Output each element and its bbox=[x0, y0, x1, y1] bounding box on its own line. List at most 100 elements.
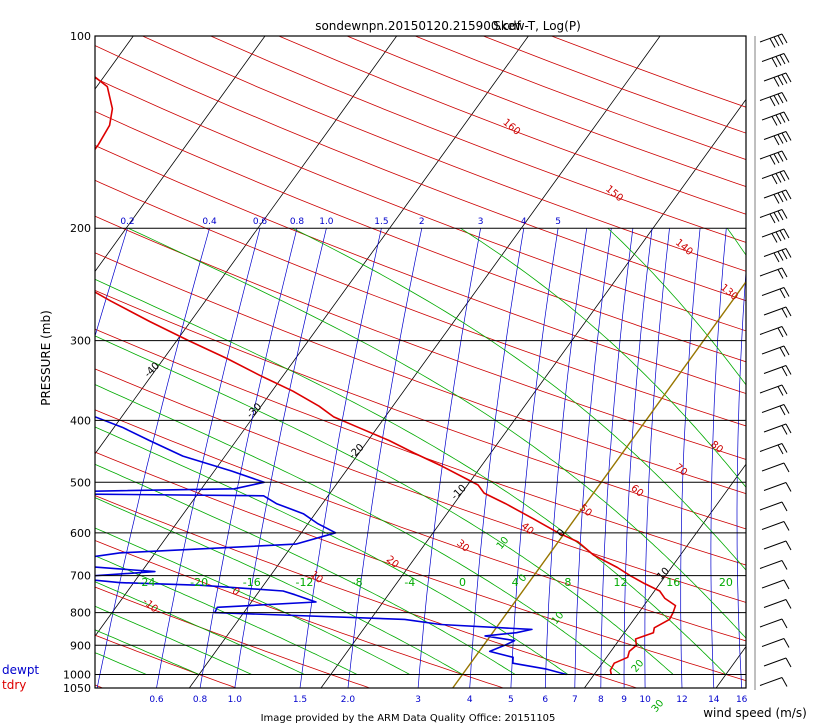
mixing-ratio-top-label: 1.0 bbox=[319, 217, 334, 227]
moist-adiabat-line bbox=[460, 227, 746, 488]
y-axis-label: PRESSURE (mb) bbox=[39, 310, 53, 406]
legend-tdry: tdry bbox=[2, 678, 26, 692]
dry-adiabat-label: 70 bbox=[672, 462, 689, 479]
wind-barb bbox=[761, 53, 790, 68]
dry-adiabat-line bbox=[95, 110, 746, 363]
mixing-ratio-bottom-label: 9 bbox=[621, 695, 627, 705]
dry-adiabat-label: 160 bbox=[500, 117, 522, 138]
temperature-tick-label: -8 bbox=[352, 576, 363, 589]
wind-barb bbox=[759, 677, 788, 687]
chart-title-type: Skew-T, Log(P) bbox=[493, 19, 581, 33]
dry-adiabat-label: 50 bbox=[577, 502, 594, 519]
wind-barb bbox=[759, 501, 788, 512]
temperature-tick-label: 8 bbox=[564, 576, 571, 589]
wind-barb bbox=[763, 248, 792, 263]
moist-adiabat-line bbox=[95, 581, 305, 675]
wind-barb bbox=[759, 326, 788, 338]
wind-barb bbox=[763, 72, 792, 87]
dry-adiabat-line bbox=[95, 495, 637, 688]
dry-adiabat-label: 60 bbox=[628, 483, 645, 500]
dry-adiabat-line bbox=[95, 145, 746, 394]
legend-dewpt: dewpt bbox=[2, 663, 39, 677]
dry-adiabat-line bbox=[95, 290, 746, 530]
wind-barb bbox=[761, 462, 790, 473]
wind-speed-label: wind speed (m/s) bbox=[703, 706, 807, 720]
pressure-tick-label: 200 bbox=[70, 222, 91, 235]
wind-barb bbox=[761, 579, 790, 590]
pressure-tick-label: 800 bbox=[70, 607, 91, 620]
pressure-tick-label: 900 bbox=[70, 639, 91, 652]
dry-adiabat-line bbox=[415, 36, 746, 160]
moist-adiabat-line bbox=[95, 629, 200, 675]
mixing-ratio-line bbox=[234, 228, 327, 688]
mixing-ratio-bottom-label: 4 bbox=[467, 695, 473, 705]
isotherm-line bbox=[95, 36, 529, 637]
moist-adiabat-line bbox=[95, 555, 358, 675]
mixing-ratio-line bbox=[347, 228, 423, 688]
mixing-ratio-bottom-label: 6 bbox=[542, 695, 548, 705]
dry-adiabat-line bbox=[95, 586, 370, 688]
wind-barb bbox=[759, 209, 788, 224]
mixing-ratio-line bbox=[574, 228, 612, 688]
dry-adiabat-line bbox=[483, 36, 746, 134]
pressure-tick-label: 500 bbox=[70, 476, 91, 489]
wind-barb bbox=[763, 657, 792, 668]
mixing-ratio-bottom-label: 1.5 bbox=[293, 695, 307, 705]
mixing-ratio-top-label: 2 bbox=[419, 217, 425, 227]
dewpt-profile-line bbox=[95, 415, 567, 676]
isotherm-line bbox=[715, 645, 746, 688]
dry-adiabat-label: 20 bbox=[384, 554, 401, 571]
dry-adiabat-label: 130 bbox=[718, 282, 740, 303]
footer-credit: Image provided by the ARM Data Quality O… bbox=[261, 713, 556, 724]
moist-adiabat-label: 0 bbox=[517, 572, 530, 584]
mixing-ratio-bottom-label: 10 bbox=[639, 695, 651, 705]
dry-adiabat-line bbox=[142, 36, 746, 272]
wind-barb bbox=[761, 111, 790, 126]
temperature-tick-label: -16 bbox=[243, 576, 261, 589]
isotherm-label: -40 bbox=[143, 361, 162, 380]
wind-barb bbox=[763, 306, 792, 318]
mixing-ratio-line bbox=[469, 228, 525, 688]
moist-adiabat-label: 10 bbox=[495, 535, 512, 552]
dry-adiabat-label: 30 bbox=[454, 538, 471, 555]
temperature-tick-label: 4 bbox=[512, 576, 519, 589]
isotherm-line bbox=[95, 36, 266, 273]
temperature-tick-label: -12 bbox=[295, 576, 313, 589]
isotherm-line bbox=[95, 36, 134, 90]
pressure-tick-label: 300 bbox=[70, 335, 91, 348]
mixing-ratio-line bbox=[96, 228, 210, 688]
moist-adiabat-label: 20 bbox=[630, 658, 647, 675]
mixing-ratio-top-label: 0.4 bbox=[202, 217, 217, 227]
wind-barb-column bbox=[754, 33, 792, 690]
temperature-tick-label: -20 bbox=[190, 576, 208, 589]
moist-adiabat-line bbox=[0, 228, 41, 674]
isotherm-label: -30 bbox=[245, 401, 264, 420]
isobar-layer bbox=[95, 35, 746, 689]
mixing-ratio-line bbox=[600, 228, 634, 688]
mixing-ratio-line bbox=[680, 228, 701, 688]
mixing-ratio-bottom-label: 16 bbox=[736, 695, 748, 705]
wind-barb bbox=[761, 287, 790, 299]
isotherm-line bbox=[0, 36, 2, 688]
dry-adiabat-line bbox=[346, 36, 746, 188]
wind-barb bbox=[763, 599, 792, 609]
mixing-ratio-bottom-label: 2.0 bbox=[341, 695, 356, 705]
dry-adiabat-line bbox=[95, 215, 746, 460]
dry-adiabat-line bbox=[95, 634, 237, 688]
wind-barb bbox=[759, 618, 788, 629]
wind-barb bbox=[763, 540, 792, 551]
isotherm-line bbox=[95, 36, 398, 455]
mixing-ratio-bottom-label: 0.8 bbox=[193, 695, 208, 705]
mixing-ratio-top-label: 5 bbox=[555, 217, 561, 227]
wind-barb bbox=[761, 228, 790, 243]
wind-barb bbox=[759, 150, 788, 165]
mixing-ratio-line bbox=[95, 228, 128, 338]
mixing-ratio-bottom-label: 3 bbox=[415, 695, 421, 705]
temperature-tick-label: 0 bbox=[459, 576, 466, 589]
plot-frame bbox=[94, 35, 747, 689]
pressure-tick-label: 400 bbox=[70, 414, 91, 427]
dry-adiabat-line bbox=[95, 368, 746, 603]
wind-barb bbox=[761, 345, 790, 357]
moist-adiabat-label: 30 bbox=[650, 698, 667, 715]
